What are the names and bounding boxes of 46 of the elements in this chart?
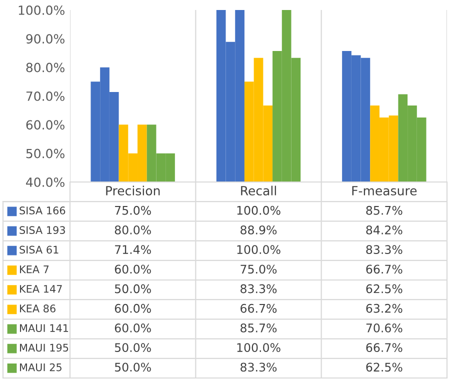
y-tick-label: 90.0% xyxy=(26,34,64,44)
data-label: 100.0% xyxy=(237,206,280,215)
data-label: 75.0% xyxy=(240,264,277,274)
data-label: 66.7% xyxy=(240,304,277,313)
data-label: 83.3% xyxy=(240,284,277,294)
data-label: 50.0% xyxy=(114,343,151,352)
data-label: 66.7% xyxy=(366,343,402,352)
data-label: 60.0% xyxy=(114,323,151,332)
y-tick-label: 50.0% xyxy=(26,148,64,158)
data-label: 83.3% xyxy=(240,362,277,372)
data-label: 100.0% xyxy=(237,343,280,352)
data-label: 60.0% xyxy=(114,264,151,274)
legend-label: KEA 147 xyxy=(20,285,62,293)
data-label: 83.3% xyxy=(366,245,402,254)
y-tick-label: 70.0% xyxy=(26,91,64,101)
data-label: 50.0% xyxy=(114,362,151,372)
legend-label: MAUI 195 xyxy=(20,344,68,352)
data-label: 85.7% xyxy=(240,323,277,332)
data-label: 71.4% xyxy=(115,245,151,254)
legend-label: SISA 166 xyxy=(20,206,66,214)
data-label: 60.0% xyxy=(114,304,151,313)
data-label: 62.5% xyxy=(366,362,402,372)
data-label: 63.2% xyxy=(366,304,402,313)
data-label: 88.9% xyxy=(240,225,277,234)
data-label: 50.0% xyxy=(114,284,151,294)
y-tick-label: 60.0% xyxy=(26,120,64,130)
data-label: 85.7% xyxy=(366,206,402,215)
data-label: 75.0% xyxy=(115,206,151,215)
data-label: 100.0% xyxy=(237,245,280,254)
legend-label: MAUI 25 xyxy=(20,363,62,372)
data-label: 80.0% xyxy=(114,225,151,234)
x-tick-label: Recall xyxy=(241,186,276,196)
x-tick-label: F-measure xyxy=(352,186,417,196)
y-tick-label: 40.0% xyxy=(26,177,64,187)
data-label: 84.2% xyxy=(366,225,402,234)
data-label: 62.5% xyxy=(366,284,402,294)
data-label: 70.6% xyxy=(366,323,402,332)
legend-label: SISA 193 xyxy=(20,226,65,234)
data-label: 66.7% xyxy=(366,264,402,274)
legend-label: KEA 86 xyxy=(20,304,56,312)
y-tick-label: 100.0% xyxy=(18,5,64,15)
y-tick-label: 80.0% xyxy=(26,62,64,72)
legend-label: KEA 7 xyxy=(20,265,49,274)
legend-label: SISA 61 xyxy=(20,246,58,254)
x-tick-label: Precision xyxy=(106,186,160,196)
legend-label: MAUI 141 xyxy=(20,324,68,332)
